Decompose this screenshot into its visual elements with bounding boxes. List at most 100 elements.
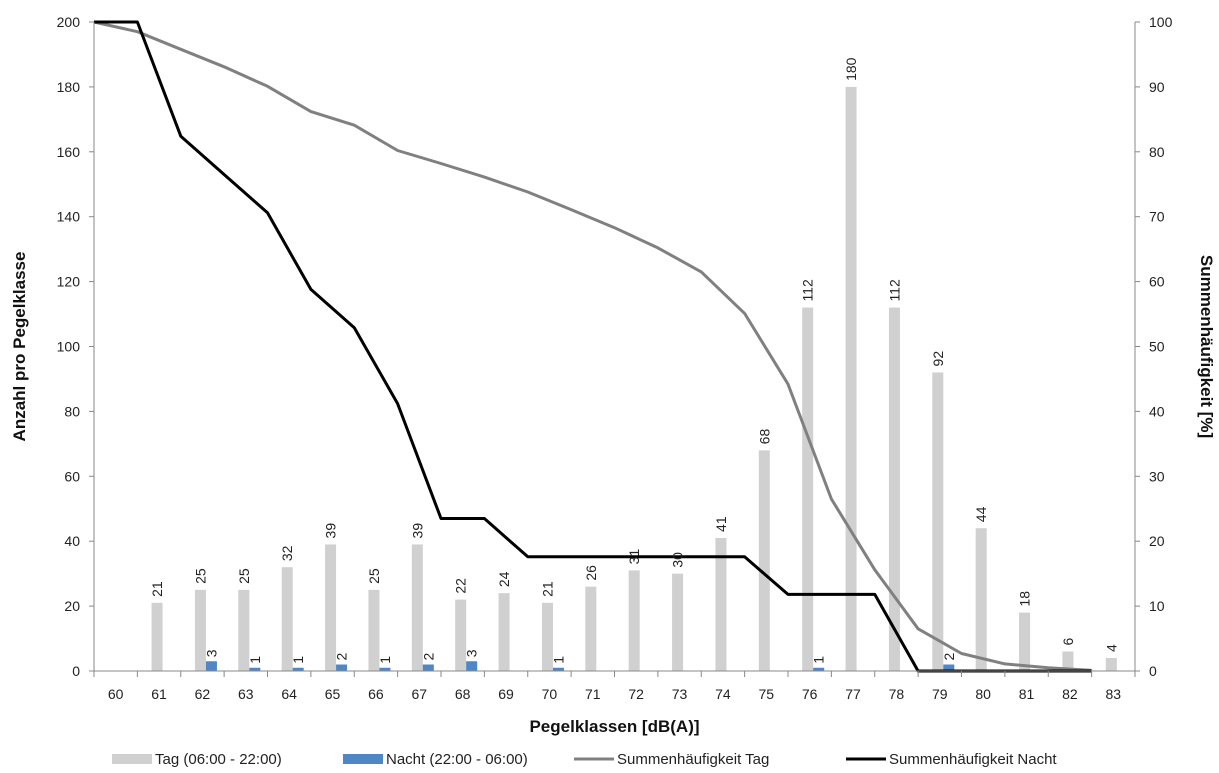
legend-label: Tag (06:00 - 22:00) [155, 751, 282, 768]
data-label-tag: 41 [713, 516, 729, 532]
legend-swatch [343, 754, 383, 764]
data-label-tag: 92 [930, 351, 946, 367]
bar-tag [541, 602, 553, 671]
data-label-tag: 22 [453, 578, 469, 594]
legend-label: Summenhäufigkeit Nacht [889, 751, 1057, 768]
bar-nacht [292, 667, 304, 671]
y-tick-label: 160 [57, 144, 81, 160]
y2-tick-label: 60 [1149, 274, 1165, 290]
bar-tag [802, 307, 814, 671]
x-tick-label: 69 [498, 686, 514, 702]
y2-tick-label: 30 [1149, 468, 1165, 484]
data-label-tag: 21 [539, 581, 555, 597]
data-label-nacht: 3 [464, 649, 480, 657]
y-tick-label: 100 [57, 339, 81, 355]
bar-tag [715, 537, 727, 671]
data-label-tag: 112 [886, 279, 902, 302]
y2-tick-label: 100 [1149, 14, 1173, 30]
data-label-tag: 18 [1017, 591, 1033, 607]
x-axis-title: Pegelklassen [dB(A)] [529, 717, 699, 736]
data-label-tag: 25 [192, 568, 208, 584]
bar-nacht [379, 667, 391, 671]
line-summenhaeufigkeit-tag [93, 20, 1092, 672]
bar-tag [975, 528, 987, 671]
y2-tick-label: 20 [1149, 533, 1165, 549]
bar-nacht [336, 664, 348, 671]
data-label-tag: 4 [1103, 644, 1119, 652]
x-tick-label: 80 [975, 686, 991, 702]
bar-tag [151, 602, 163, 671]
legend-label: Summenhäufigkeit Tag [617, 751, 769, 768]
bar-tag [1062, 651, 1074, 671]
bar-tag [672, 573, 684, 671]
y-tick-label: 140 [57, 209, 81, 225]
x-tick-label: 74 [715, 686, 731, 702]
bar-tag [1019, 612, 1031, 671]
x-tick-label: 77 [845, 686, 861, 702]
y-tick-label: 60 [64, 468, 80, 484]
y-tick-label: 40 [64, 533, 80, 549]
y-tick-label: 80 [64, 403, 80, 419]
data-label-tag: 68 [756, 429, 772, 445]
data-label-nacht: 2 [420, 653, 436, 661]
y-tick-label: 20 [64, 598, 80, 614]
series-nacht-bars [205, 661, 955, 671]
data-label-nacht: 2 [334, 653, 350, 661]
data-label-tag: 112 [800, 279, 816, 302]
x-tick-label: 83 [1106, 686, 1122, 702]
bar-tag [845, 86, 857, 671]
y-tick-label: 180 [57, 79, 81, 95]
data-label-tag: 39 [323, 523, 339, 539]
bar-tag [411, 544, 423, 671]
x-tick-label: 82 [1062, 686, 1078, 702]
series-tag-bars [151, 86, 1117, 671]
bar-nacht [813, 667, 825, 671]
y-tick-label: 200 [57, 14, 81, 30]
x-tick-label: 66 [368, 686, 384, 702]
y2-tick-label: 10 [1149, 598, 1165, 614]
bar-tag [628, 570, 640, 671]
x-tick-label: 76 [802, 686, 818, 702]
legend-item: Tag (06:00 - 22:00) [112, 751, 282, 768]
x-tick-label: 61 [151, 686, 167, 702]
data-label-nacht: 1 [290, 656, 306, 664]
bar-tag [498, 593, 510, 671]
bar-tag [455, 599, 467, 671]
x-tick-label: 60 [108, 686, 124, 702]
y2-tick-label: 90 [1149, 79, 1165, 95]
bar-tag [1105, 658, 1117, 671]
x-tick-label: 71 [585, 686, 601, 702]
data-label-tag: 180 [843, 57, 859, 81]
data-label-tag: 30 [670, 552, 686, 568]
legend-item: Nacht (22:00 - 06:00) [343, 751, 528, 768]
bar-tag [281, 567, 293, 671]
x-tick-label: 64 [281, 686, 297, 702]
x-tick-label: 75 [759, 686, 775, 702]
x-tick-label: 79 [932, 686, 948, 702]
y-tick-label: 120 [57, 274, 81, 290]
data-label-tag: 24 [496, 571, 512, 587]
data-label-nacht: 3 [203, 649, 219, 657]
x-tick-label: 72 [628, 686, 644, 702]
legend-item: Summenhäufigkeit Tag [574, 751, 769, 768]
x-tick-label: 65 [325, 686, 341, 702]
data-label-nacht: 2 [941, 653, 957, 661]
data-label-tag: 31 [626, 549, 642, 565]
bar-nacht [249, 667, 261, 671]
x-tick-label: 68 [455, 686, 471, 702]
y-axis-title: Anzahl pro Pegelklasse [10, 252, 29, 442]
y2-tick-label: 70 [1149, 209, 1165, 225]
bar-nacht [205, 661, 217, 671]
bar-tag [238, 589, 250, 671]
data-label-tag: 25 [366, 568, 382, 584]
bar-nacht [466, 661, 478, 671]
data-label-nacht: 1 [550, 656, 566, 664]
data-label-tag: 39 [409, 523, 425, 539]
data-label-tag: 32 [279, 545, 295, 561]
bar-tag [325, 544, 337, 671]
y2-axis-title: Summenhäufigkeit [%] [1197, 255, 1216, 438]
y2-tick-label: 0 [1149, 663, 1157, 679]
legend-swatch [112, 754, 152, 764]
data-label-tag: 25 [236, 568, 252, 584]
